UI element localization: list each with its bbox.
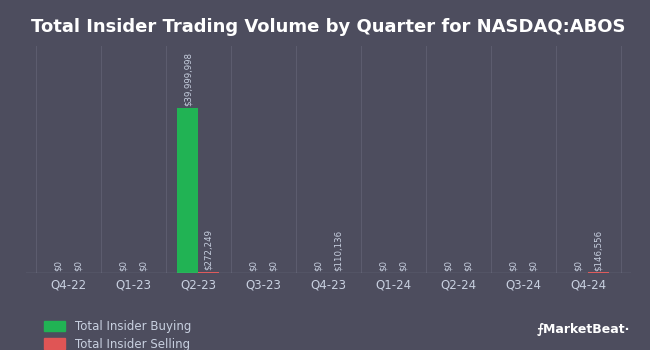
Text: $0: $0 — [573, 260, 582, 271]
Text: $110,136: $110,136 — [334, 230, 343, 271]
Text: $0: $0 — [139, 260, 148, 271]
Legend: Total Insider Buying, Total Insider Selling: Total Insider Buying, Total Insider Sell… — [44, 320, 191, 350]
Text: $39,999,998: $39,999,998 — [183, 52, 192, 106]
Text: $0: $0 — [508, 260, 517, 271]
Text: $0: $0 — [313, 260, 322, 271]
Text: $0: $0 — [74, 260, 83, 271]
Text: ⨍MarketBeat·: ⨍MarketBeat· — [537, 323, 630, 336]
Bar — [177, 108, 198, 273]
Text: $0: $0 — [464, 260, 473, 271]
Title: Total Insider Trading Volume by Quarter for NASDAQ:ABOS: Total Insider Trading Volume by Quarter … — [31, 18, 625, 36]
Text: $0: $0 — [443, 260, 452, 271]
Bar — [588, 272, 609, 273]
Text: $0: $0 — [118, 260, 127, 271]
Bar — [198, 272, 219, 273]
Text: $0: $0 — [269, 260, 278, 271]
Text: $0: $0 — [53, 260, 62, 271]
Text: $272,249: $272,249 — [204, 229, 213, 270]
Text: $146,556: $146,556 — [594, 230, 603, 271]
Text: $0: $0 — [399, 260, 408, 271]
Text: $0: $0 — [529, 260, 538, 271]
Text: $0: $0 — [248, 260, 257, 271]
Text: $0: $0 — [378, 260, 387, 271]
